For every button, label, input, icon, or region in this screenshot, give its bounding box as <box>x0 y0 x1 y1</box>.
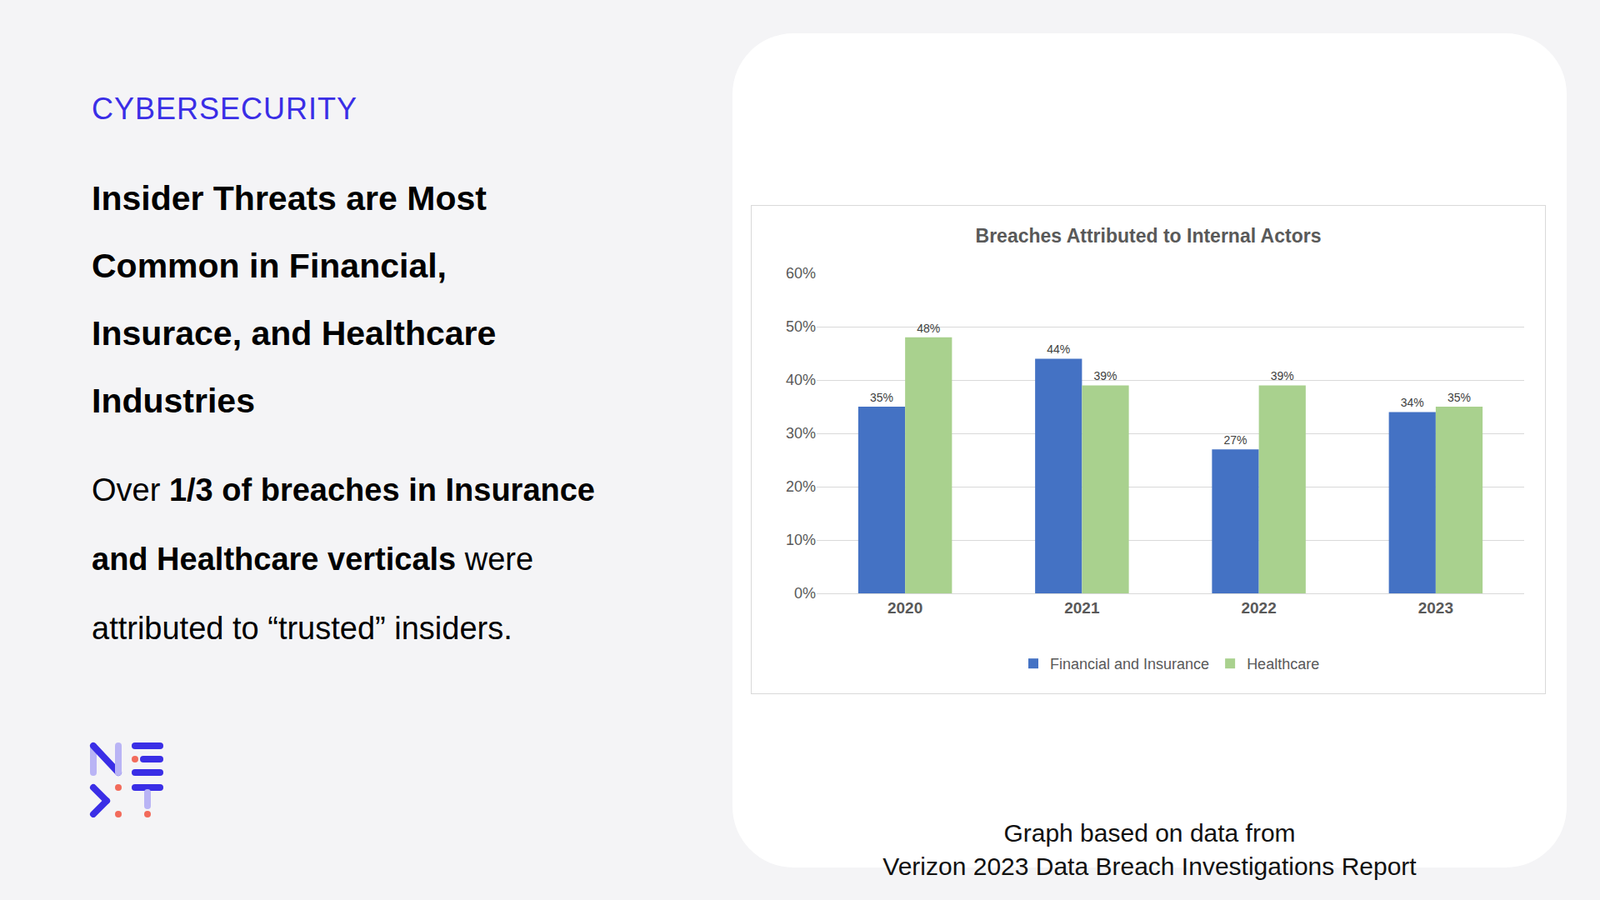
svg-text:44%: 44% <box>1046 342 1070 356</box>
svg-text:34%: 34% <box>1400 395 1425 410</box>
svg-text:Financial and Insurance: Financial and Insurance <box>1050 655 1210 673</box>
html-text:Industries: Industries <box>91 381 255 420</box>
svg-text:35%: 35% <box>870 390 894 405</box>
svg-text:39%: 39% <box>1093 369 1117 383</box>
html-text:Over 1/3 of breaches in Insura: Over 1/3 of breaches in Insurance <box>91 472 595 508</box>
html-text:Graph based on data from: Graph based on data from <box>1003 819 1296 847</box>
html-text:Insurace, and Healthcare: Insurace, and Healthcare <box>91 314 497 353</box>
svg-text:2022: 2022 <box>1240 599 1276 617</box>
svg-text:Healthcare: Healthcare <box>1246 655 1320 673</box>
svg-text:2021: 2021 <box>1064 599 1100 617</box>
html-text:Insider Threats are Most: Insider Threats are Most <box>91 179 487 218</box>
svg-text:2020: 2020 <box>887 599 923 617</box>
svg-text:Breaches Attributed to Interna: Breaches Attributed to Internal Actors <box>975 225 1322 247</box>
svg-text:60%: 60% <box>785 265 816 282</box>
svg-text:2023: 2023 <box>1418 599 1454 617</box>
svg-text:50%: 50% <box>785 318 816 335</box>
html-text:CYBERSECURITY: CYBERSECURITY <box>91 91 358 126</box>
html-text:Common in Financial,: Common in Financial, <box>91 246 447 285</box>
html-text:attributed to “trusted” inside: attributed to “trusted” insiders. <box>91 610 513 646</box>
svg-text:10%: 10% <box>785 531 816 549</box>
html-text:and Healthcare verticals were: and Healthcare verticals were <box>91 541 534 577</box>
svg-text:27%: 27% <box>1223 433 1247 447</box>
svg-text:35%: 35% <box>1447 390 1471 405</box>
svg-text:39%: 39% <box>1270 369 1295 383</box>
svg-text:30%: 30% <box>785 425 816 442</box>
svg-text:48%: 48% <box>916 321 940 335</box>
svg-text:20%: 20% <box>785 478 816 495</box>
html-text:Verizon 2023 Data Breach Inves: Verizon 2023 Data Breach Investigations … <box>882 852 1417 880</box>
svg-text:40%: 40% <box>785 371 816 389</box>
svg-text:0%: 0% <box>794 585 816 602</box>
